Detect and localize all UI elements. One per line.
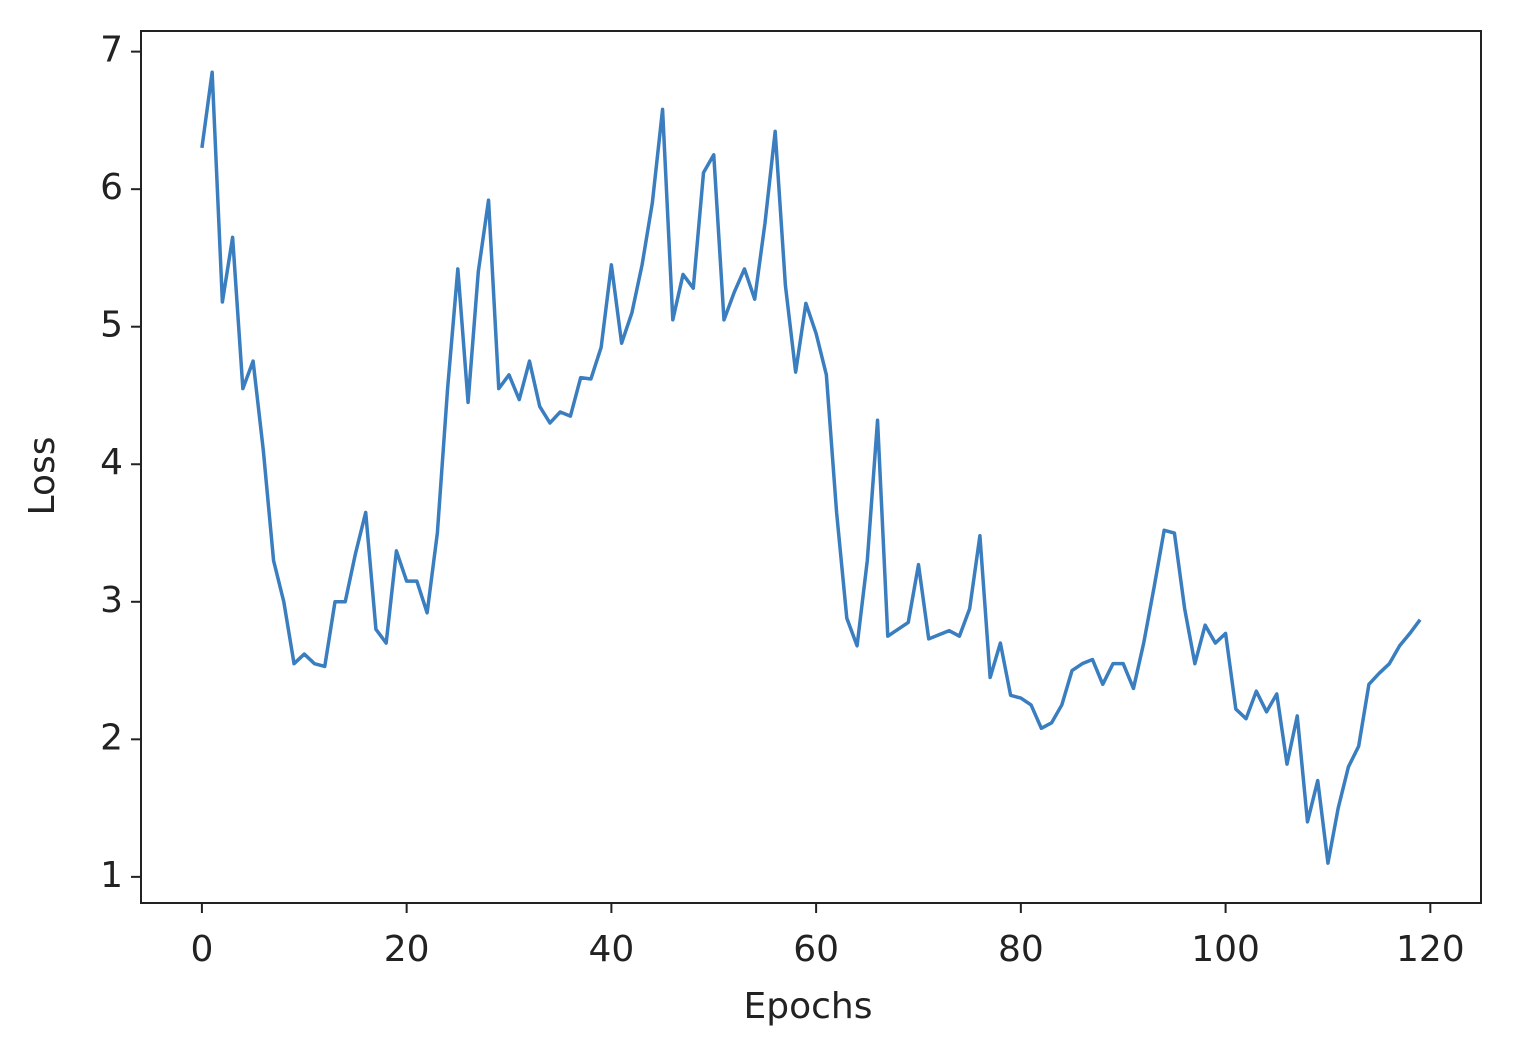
y-tick-label: 1 xyxy=(100,855,123,896)
y-tick-label: 2 xyxy=(100,717,123,758)
x-axis-label: Epochs xyxy=(744,986,873,1027)
x-tick-label: 120 xyxy=(1396,929,1465,970)
y-tick-label: 4 xyxy=(100,442,123,483)
x-tick-label: 40 xyxy=(588,929,634,970)
x-tick-label: 0 xyxy=(190,929,213,970)
x-tick-label: 100 xyxy=(1191,929,1260,970)
x-tick-label: 80 xyxy=(998,929,1044,970)
y-tick-label: 6 xyxy=(100,167,123,208)
y-axis-label: Loss xyxy=(22,437,63,516)
y-tick-label: 3 xyxy=(100,580,123,621)
axes-frame xyxy=(140,30,1482,904)
y-tick-label: 5 xyxy=(100,305,123,346)
y-tick-label: 7 xyxy=(100,30,123,71)
x-tick-label: 60 xyxy=(793,929,839,970)
x-tick-label: 20 xyxy=(384,929,430,970)
loss-line xyxy=(200,70,1422,865)
